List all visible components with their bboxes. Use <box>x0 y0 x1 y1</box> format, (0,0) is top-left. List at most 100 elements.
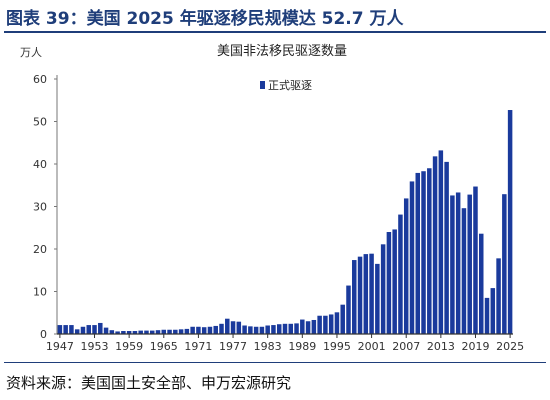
x-tick-label: 1989 <box>288 340 316 353</box>
bar <box>173 329 178 334</box>
bar <box>461 208 467 334</box>
bar <box>207 326 213 334</box>
bar <box>253 326 259 334</box>
bar <box>201 327 207 334</box>
bar <box>184 328 190 334</box>
y-tick-label: 40 <box>33 158 47 171</box>
bar <box>86 325 91 334</box>
bar <box>340 304 345 334</box>
bar <box>507 110 513 335</box>
bar <box>178 329 184 334</box>
bar <box>386 232 392 334</box>
bar <box>92 325 97 334</box>
bar <box>323 315 328 334</box>
chart-area: 美国非法移民驱逐数量 万人 正式驱逐 0 10 20 30 40 50 60 1947 195… <box>0 34 550 360</box>
bar <box>271 325 276 334</box>
bar <box>230 321 236 334</box>
bar <box>346 285 351 334</box>
x-tick-label: 1977 <box>219 340 247 353</box>
x-tick-label: 2019 <box>461 340 489 353</box>
bar <box>369 253 374 334</box>
legend-swatch <box>260 81 265 89</box>
x-tick-label: 1965 <box>150 340 178 353</box>
bar <box>496 258 501 334</box>
bar <box>502 194 507 334</box>
x-tick-label: 1995 <box>323 340 351 353</box>
bar <box>63 325 68 334</box>
bar <box>455 192 461 334</box>
bar <box>259 326 265 334</box>
bar <box>288 323 294 334</box>
figure-title: 图表 39：美国 2025 年驱逐移民规模达 52.7 万人 <box>6 9 404 29</box>
bar <box>473 186 478 334</box>
bar <box>121 331 126 334</box>
x-tick-label: 1947 <box>46 340 74 353</box>
bar <box>98 322 103 334</box>
bar <box>80 326 86 334</box>
x-tick-label: 1953 <box>81 340 109 353</box>
x-tick-label: 2001 <box>358 340 386 353</box>
bar <box>363 254 369 334</box>
bar <box>149 330 155 334</box>
x-tick-label: 2025 <box>496 340 524 353</box>
bar <box>138 330 143 334</box>
bar <box>427 168 432 334</box>
bar <box>380 244 386 334</box>
y-tick-label: 20 <box>33 243 47 256</box>
chart-title: 美国非法移民驱逐数量 <box>217 44 347 59</box>
legend: 正式驱逐 <box>260 79 312 92</box>
bar <box>155 330 161 334</box>
bar <box>132 331 138 334</box>
bar <box>126 331 132 334</box>
bar <box>392 229 397 334</box>
bar <box>398 214 403 334</box>
bar <box>432 156 438 334</box>
bar <box>57 325 63 334</box>
bar <box>225 318 230 334</box>
bar <box>467 194 472 334</box>
bar <box>103 327 109 335</box>
bar <box>311 319 317 334</box>
bar <box>196 326 201 334</box>
bar <box>190 326 195 334</box>
bar <box>357 256 363 334</box>
x-tick-label: 2007 <box>392 340 420 353</box>
source-note: 资料来源：美国国土安全部、申万宏源研究 <box>6 374 292 392</box>
y-tick-label: 60 <box>33 73 47 86</box>
title-divider <box>4 31 546 33</box>
bar <box>328 314 334 334</box>
legend-label: 正式驱逐 <box>268 79 312 92</box>
bar <box>294 323 299 335</box>
bar <box>248 326 253 334</box>
bar <box>305 321 311 334</box>
bar <box>334 312 340 334</box>
bar-chart: 美国非法移民驱逐数量 万人 正式驱逐 0 10 20 30 40 50 60 1947 195… <box>20 44 524 353</box>
bar <box>282 323 288 334</box>
bar <box>109 330 115 334</box>
bar <box>352 260 357 334</box>
x-tick-label: 1971 <box>184 340 212 353</box>
bar <box>403 198 409 334</box>
bar <box>167 329 172 334</box>
bar <box>415 172 421 334</box>
bar <box>479 233 484 334</box>
bar <box>300 319 305 334</box>
x-tick-label: 1983 <box>254 340 282 353</box>
y-tick-label: 30 <box>33 201 47 214</box>
footer-divider <box>4 362 546 363</box>
bar <box>265 325 270 334</box>
y-tick-label: 0 <box>40 328 47 341</box>
y-tick-label: 50 <box>33 116 47 129</box>
x-tick-label: 2013 <box>427 340 455 353</box>
bar <box>276 324 282 334</box>
y-axis-unit-label: 万人 <box>20 46 42 59</box>
bar <box>317 315 322 334</box>
bar <box>375 263 380 335</box>
y-tick-label: 10 <box>33 286 47 299</box>
x-tick-label: 1959 <box>115 340 143 353</box>
bar <box>450 195 455 334</box>
bar <box>74 329 80 334</box>
bar <box>490 288 496 334</box>
bar <box>219 323 224 334</box>
bar <box>69 325 74 334</box>
